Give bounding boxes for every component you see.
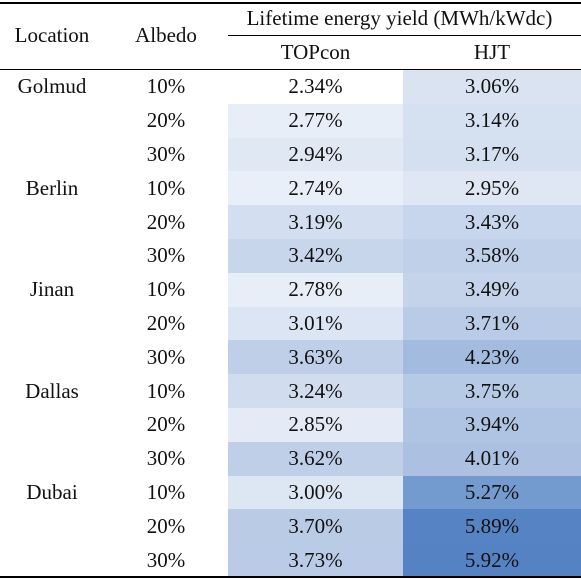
cell-topcon: 2.85% bbox=[228, 408, 403, 442]
cell-albedo: 30% bbox=[146, 243, 186, 268]
cell-topcon: 2.77% bbox=[228, 103, 403, 138]
group-header-rule bbox=[228, 35, 581, 36]
cell-hjt: 3.06% bbox=[403, 70, 581, 104]
header-location: Location bbox=[14, 23, 90, 47]
cell-location: Berlin bbox=[25, 175, 79, 200]
cell-topcon: 3.42% bbox=[228, 239, 403, 273]
cell-albedo: 20% bbox=[146, 310, 186, 335]
cell-topcon: 2.94% bbox=[228, 137, 403, 172]
cell-hjt: 5.89% bbox=[403, 509, 581, 544]
cell-location bbox=[0, 543, 104, 577]
cell-location bbox=[0, 205, 104, 239]
top-rule bbox=[0, 2, 581, 4]
cell-topcon: 2.78% bbox=[228, 272, 403, 307]
cell-topcon: 3.62% bbox=[228, 441, 403, 476]
cell-topcon: 3.73% bbox=[228, 543, 403, 577]
cell-hjt: 4.23% bbox=[403, 340, 581, 375]
cell-albedo: 20% bbox=[146, 412, 186, 437]
bottom-rule bbox=[0, 576, 581, 578]
cell-location bbox=[0, 442, 104, 476]
cell-topcon: 3.00% bbox=[228, 475, 403, 510]
cell-topcon: 3.01% bbox=[228, 306, 403, 341]
cell-hjt: 3.58% bbox=[403, 239, 581, 273]
cell-albedo: 20% bbox=[146, 209, 186, 234]
cell-hjt: 3.94% bbox=[403, 408, 581, 442]
cell-location: Dallas bbox=[25, 378, 79, 403]
cell-albedo: 30% bbox=[146, 547, 186, 572]
cell-albedo: 30% bbox=[146, 446, 186, 471]
cell-hjt: 3.49% bbox=[403, 272, 581, 307]
cell-albedo: 20% bbox=[146, 108, 186, 133]
cell-location bbox=[0, 307, 104, 341]
cell-hjt: 3.71% bbox=[403, 306, 581, 341]
cell-topcon: 3.19% bbox=[228, 205, 403, 239]
header-hjt: HJT bbox=[473, 40, 511, 64]
cell-location bbox=[0, 340, 104, 374]
cell-topcon: 2.34% bbox=[228, 70, 403, 104]
cell-albedo: 10% bbox=[146, 175, 186, 200]
cell-location bbox=[0, 138, 104, 172]
cell-hjt: 3.75% bbox=[403, 374, 581, 408]
cell-albedo: 10% bbox=[146, 479, 186, 504]
cell-albedo: 30% bbox=[146, 344, 186, 369]
cell-albedo: 10% bbox=[146, 277, 186, 302]
cell-location: Jinan bbox=[29, 277, 75, 302]
cell-location bbox=[0, 408, 104, 442]
header-lifetime-energy-yield: Lifetime energy yield (MWh/kWdc) bbox=[246, 6, 553, 30]
cell-hjt: 2.95% bbox=[403, 171, 581, 206]
cell-albedo: 10% bbox=[146, 378, 186, 403]
cell-topcon: 3.63% bbox=[228, 340, 403, 375]
cell-location bbox=[0, 509, 104, 543]
cell-location: Golmud bbox=[17, 74, 87, 99]
header-albedo: Albedo bbox=[135, 23, 197, 47]
cell-location bbox=[0, 239, 104, 273]
cell-hjt: 5.27% bbox=[403, 475, 581, 510]
cell-hjt: 4.01% bbox=[403, 441, 581, 476]
cell-hjt: 5.92% bbox=[403, 543, 581, 577]
cell-location: Dubai bbox=[26, 479, 78, 504]
cell-hjt: 3.43% bbox=[403, 205, 581, 239]
cell-topcon: 2.74% bbox=[228, 171, 403, 206]
cell-topcon: 3.70% bbox=[228, 509, 403, 544]
cell-albedo: 30% bbox=[146, 141, 186, 166]
cell-albedo: 10% bbox=[146, 74, 186, 99]
header-bottom-rule bbox=[0, 69, 581, 70]
cell-location bbox=[0, 104, 104, 138]
cell-albedo: 20% bbox=[146, 513, 186, 538]
cell-hjt: 3.17% bbox=[403, 137, 581, 172]
header-topcon: TOPcon bbox=[280, 40, 351, 64]
cell-topcon: 3.24% bbox=[228, 374, 403, 408]
cell-hjt: 3.14% bbox=[403, 103, 581, 138]
